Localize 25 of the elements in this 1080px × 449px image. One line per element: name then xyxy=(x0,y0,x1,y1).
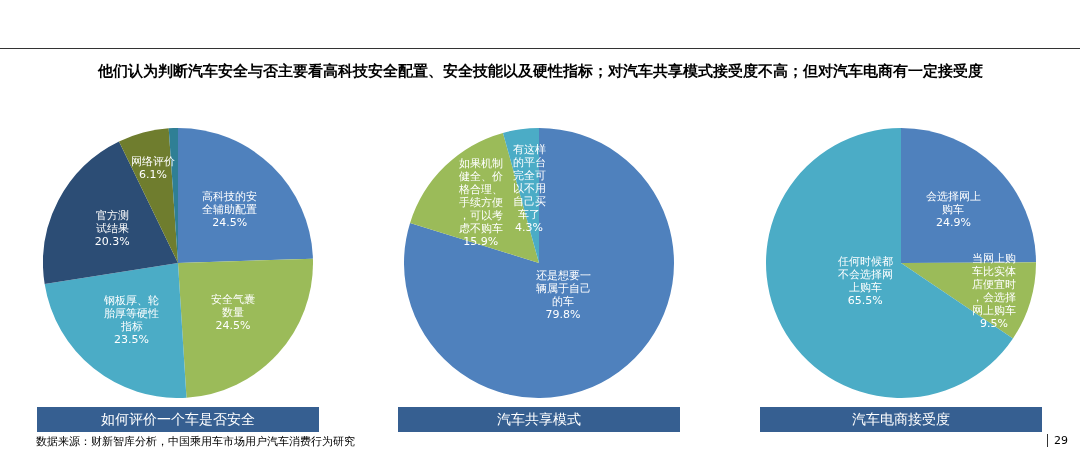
slice-label: 如果机制健全、价格合理、手续方便，可以考虑不购车 xyxy=(457,156,503,235)
text: 汽车电商接受度 xyxy=(760,407,1042,432)
data-label: 79.8% xyxy=(545,307,581,321)
text: 汽车共享模式 xyxy=(398,407,680,432)
text: 他们认为判断汽车安全与否主要看高科技安全配置、安全技能以及硬性指标；对汽车共享模式接受度不高；但对汽车电商有一定接受度 xyxy=(96,62,984,81)
slice-label: 网络评价 xyxy=(130,155,175,169)
data-label: 15.9% xyxy=(463,234,499,248)
data-label: 24.9% xyxy=(935,216,971,230)
data-label: 24.5% xyxy=(212,215,248,229)
data-label: 20.3% xyxy=(94,234,130,248)
data-label: 6.1% xyxy=(138,168,167,182)
slice-label: 还是想要一辆属于自己的车 xyxy=(535,268,591,308)
text: 29 xyxy=(1047,434,1068,447)
data-label: 65.5% xyxy=(847,294,883,308)
text: 如何评价一个车是否安全 xyxy=(37,407,319,432)
slice-label: 任何时候都不会选择网上购车 xyxy=(836,255,893,295)
slice-label: 当网上购车比实体店便宜时，会选择网上购车 xyxy=(972,251,1017,317)
data-label: 23.5% xyxy=(114,333,150,347)
slice-label: 高科技的安全辅助配置 xyxy=(202,189,258,216)
slice-label: 安全气囊数量 xyxy=(210,292,255,319)
slice-label: 会选择网上购车 xyxy=(925,190,981,217)
slice-label: 钢板厚、轮胎厚等硬性指标 xyxy=(103,294,160,334)
data-label: 24.5% xyxy=(215,318,251,332)
source-note: 数据来源：财新智库分析，中国乘用车市场用户汽车消费行为研究 xyxy=(36,434,355,449)
slice-label: 官方测试结果 xyxy=(95,208,129,235)
